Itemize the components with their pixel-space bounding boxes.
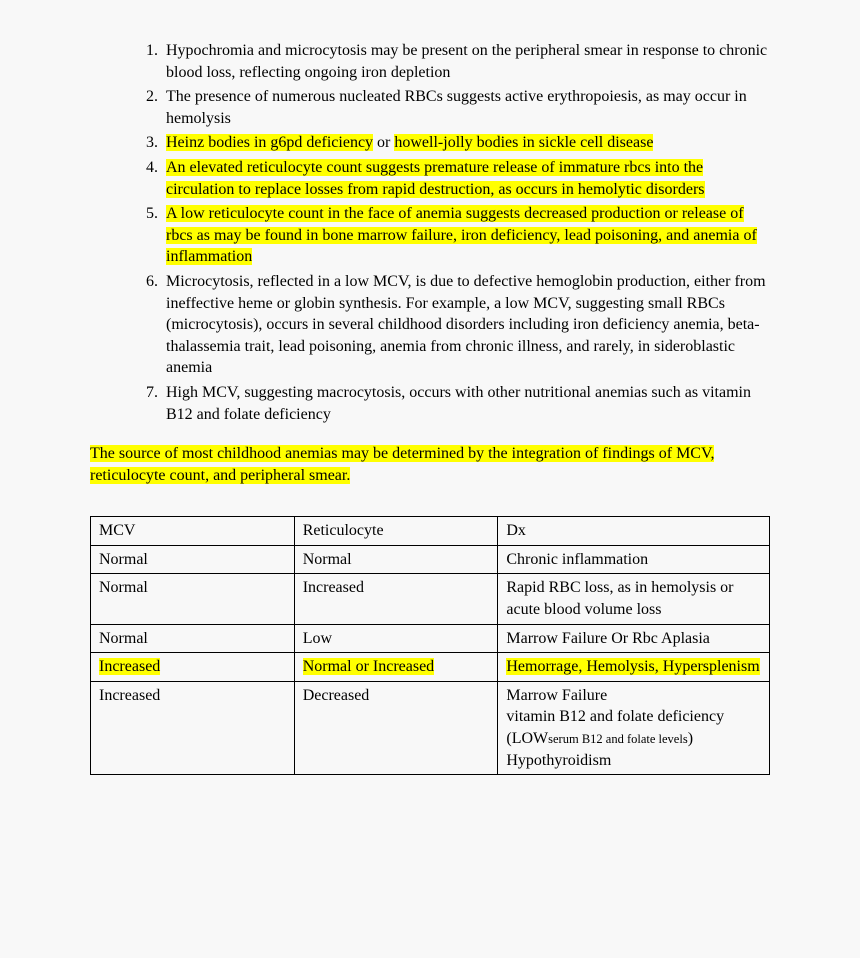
highlighted-text: An elevated reticulocyte count suggests …: [166, 159, 705, 198]
table-cell: Marrow Failurevitamin B12 and folate def…: [498, 681, 770, 774]
body-text: Increased: [303, 579, 364, 596]
table-header-cell: MCV: [91, 517, 295, 546]
table-row: Increased Decreased Marrow Failurevitamin …: [91, 681, 770, 774]
table-header-cell: Reticulocyte: [294, 517, 498, 546]
body-text: Hypochromia and microcytosis may be pres…: [166, 42, 767, 81]
body-text: ): [688, 730, 693, 747]
highlighted-text: Hemorrage, Hemolysis, Hypersplenism: [506, 658, 759, 675]
table-cell: Low: [294, 624, 498, 653]
body-text: Increased: [99, 687, 160, 704]
body-text: Rapid RBC loss, as in hemolysis or acute…: [506, 579, 733, 618]
highlighted-text: Heinz bodies in g6pd deficiency: [166, 134, 373, 151]
body-text: Normal: [99, 630, 148, 647]
table-cell: Normal: [91, 574, 295, 624]
body-text: Low: [303, 630, 332, 647]
table-header-cell: Dx: [498, 517, 770, 546]
body-text: Hypothyroidism: [506, 752, 611, 769]
table-row: Increased Normal or Increased Hemorrage, H…: [91, 653, 770, 682]
table-row: Normal Low Marrow Failure Or Rbc Aplasia: [91, 624, 770, 653]
list-item: A low reticulocyte count in the face of …: [162, 203, 770, 268]
list-item: An elevated reticulocyte count suggests …: [162, 157, 770, 200]
list-item: Hypochromia and microcytosis may be pres…: [162, 40, 770, 83]
diagnosis-table: MCVReticulocyteDx Normal Normal Chronic inf…: [90, 516, 770, 775]
table-cell: Chronic inflammation: [498, 545, 770, 574]
highlighted-text: The source of most childhood anemias may…: [90, 445, 714, 484]
body-text: serum B12 and folate levels: [548, 732, 688, 746]
body-text: The presence of numerous nucleated RBCs …: [166, 88, 747, 127]
table-cell: Normal: [91, 624, 295, 653]
body-text: Decreased: [303, 687, 370, 704]
list-item: Microcytosis, reflected in a low MCV, is…: [162, 271, 770, 379]
body-text: Microcytosis, reflected in a low MCV, is…: [166, 273, 766, 376]
list-item: The presence of numerous nucleated RBCs …: [162, 86, 770, 129]
table-cell: Rapid RBC loss, as in hemolysis or acute…: [498, 574, 770, 624]
table-cell: Marrow Failure Or Rbc Aplasia: [498, 624, 770, 653]
body-text: Normal: [99, 579, 148, 596]
list-item: Heinz bodies in g6pd deficiency or howel…: [162, 132, 770, 154]
table-header-row: MCVReticulocyteDx: [91, 517, 770, 546]
document-page: Hypochromia and microcytosis may be pres…: [0, 0, 860, 958]
table-cell: Increased: [294, 574, 498, 624]
table-cell: Normal or Increased: [294, 653, 498, 682]
highlighted-text: howell-jolly bodies in sickle cell disea…: [394, 134, 653, 151]
table-cell: Normal: [294, 545, 498, 574]
highlighted-text: Increased: [99, 658, 160, 675]
body-text: Marrow Failure: [506, 687, 607, 704]
body-text: Normal: [303, 551, 352, 568]
table-cell: Increased: [91, 681, 295, 774]
table-row: Normal Increased Rapid RBC loss, as in hem…: [91, 574, 770, 624]
highlighted-text: Normal or Increased: [303, 658, 435, 675]
body-text: High MCV, suggesting macrocytosis, occur…: [166, 384, 751, 423]
body-text: or: [373, 134, 394, 151]
body-text: Chronic inflammation: [506, 551, 648, 568]
table-cell: Normal: [91, 545, 295, 574]
table-cell: Hemorrage, Hemolysis, Hypersplenism: [498, 653, 770, 682]
body-text: Normal: [99, 551, 148, 568]
table-cell: Decreased: [294, 681, 498, 774]
list-item: High MCV, suggesting macrocytosis, occur…: [162, 382, 770, 425]
body-text: Marrow Failure Or Rbc Aplasia: [506, 630, 710, 647]
numbered-list: Hypochromia and microcytosis may be pres…: [90, 40, 770, 425]
table-row: Normal Normal Chronic inflammation: [91, 545, 770, 574]
highlighted-text: A low reticulocyte count in the face of …: [166, 205, 757, 265]
table-cell: Increased: [91, 653, 295, 682]
summary-paragraph: The source of most childhood anemias may…: [90, 443, 770, 486]
